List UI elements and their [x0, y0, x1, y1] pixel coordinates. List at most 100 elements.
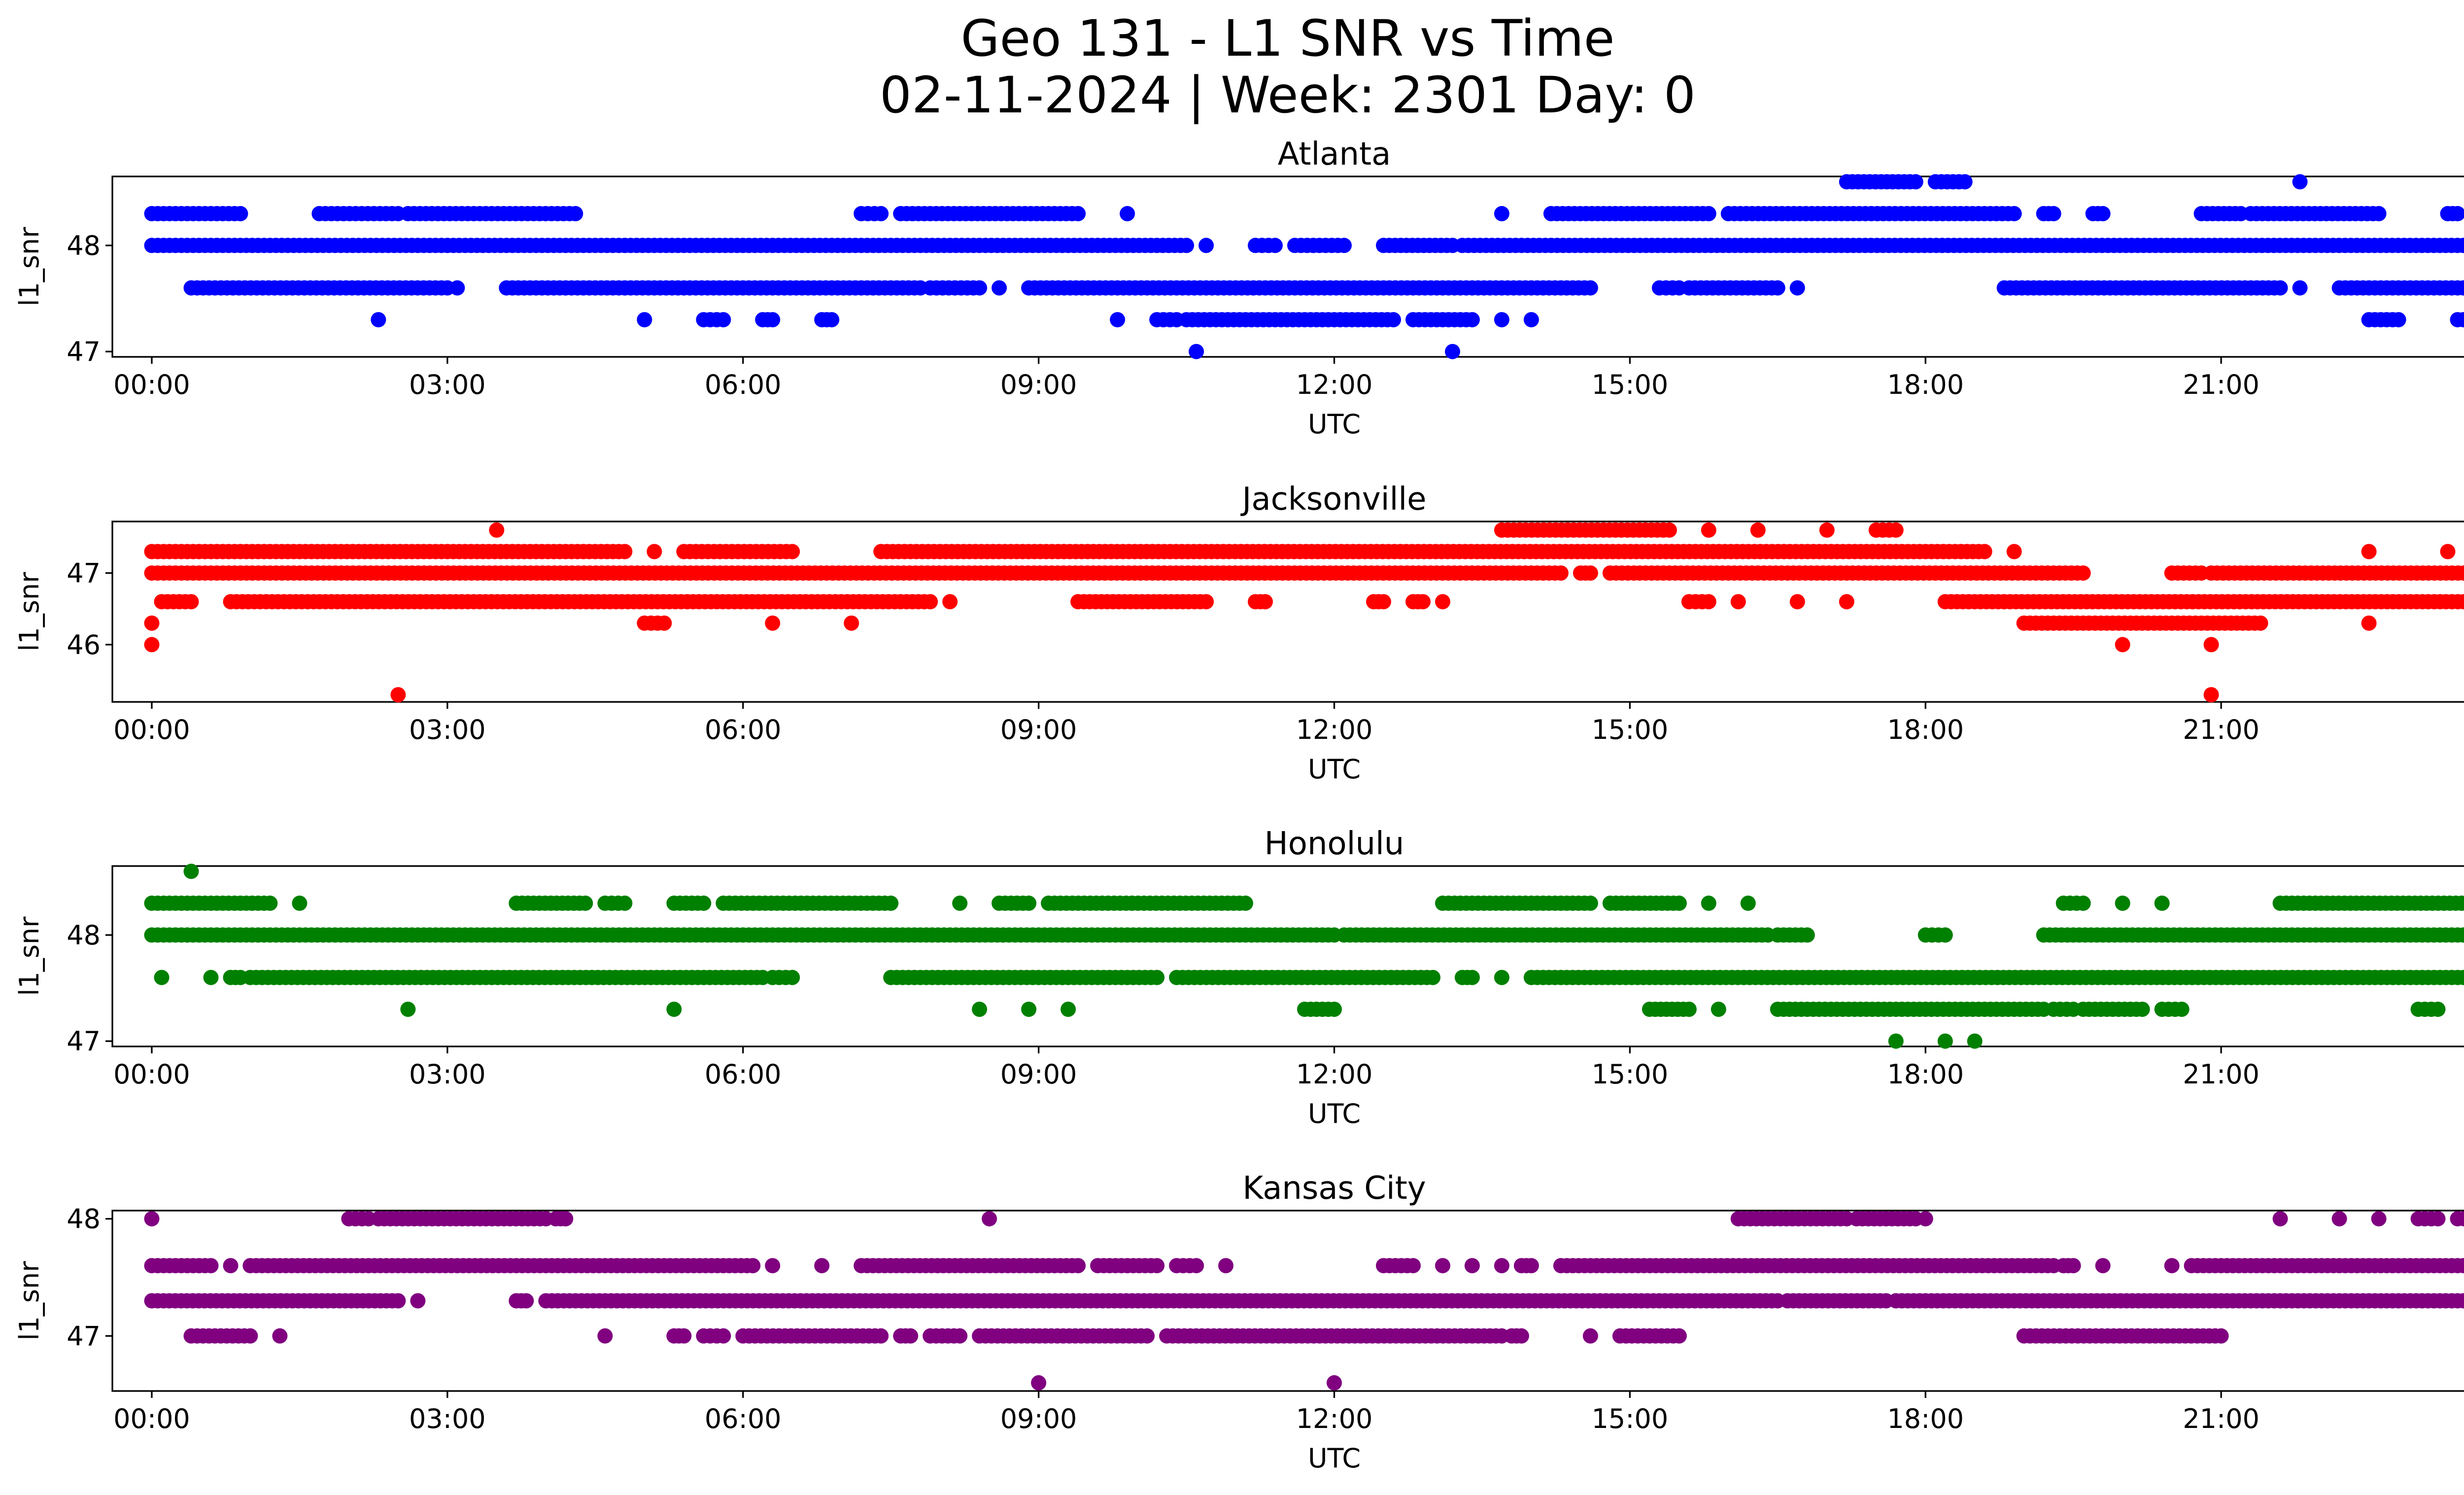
x-axis-label: UTC	[1308, 754, 1361, 785]
data-point	[1957, 174, 1973, 190]
y-tick-label: 47	[67, 1026, 101, 1057]
data-point	[410, 1293, 426, 1309]
data-point	[1977, 544, 1992, 559]
data-point	[2213, 1328, 2229, 1344]
data-point	[1179, 238, 1195, 253]
panel-title: Atlanta	[1278, 136, 1391, 173]
data-point	[745, 1258, 761, 1274]
data-point	[1513, 1328, 1529, 1344]
data-point	[2456, 280, 2464, 296]
data-point	[1021, 895, 1037, 911]
data-point	[449, 280, 465, 296]
y-axis-label: l1_snr	[14, 227, 45, 307]
data-point	[2462, 240, 2464, 251]
x-tick-label: 00:00	[113, 369, 190, 400]
data-point	[1740, 895, 1756, 911]
data-point	[1888, 1033, 1904, 1049]
x-tick-label: 18:00	[1887, 1059, 1964, 1090]
data-point	[1336, 238, 1352, 253]
x-tick-label: 03:00	[409, 714, 486, 745]
data-point	[1701, 522, 1716, 538]
data-point	[144, 1211, 160, 1227]
data-point	[952, 1328, 968, 1344]
data-point	[1327, 1375, 1342, 1391]
panel-title: Jacksonville	[1240, 481, 1427, 518]
data-point	[2462, 929, 2464, 940]
x-tick-label: 00:00	[113, 714, 190, 745]
x-tick-label: 03:00	[409, 369, 486, 400]
data-point	[2006, 206, 2022, 221]
x-tick-label: 15:00	[1592, 1403, 1669, 1434]
data-point	[2430, 1002, 2446, 1017]
x-tick-label: 21:00	[2183, 714, 2259, 745]
data-point	[2203, 637, 2219, 653]
data-point	[2292, 174, 2308, 190]
data-point	[844, 615, 859, 631]
data-point	[2006, 544, 2022, 559]
data-point	[1218, 1258, 1233, 1274]
data-point	[390, 687, 406, 702]
data-point	[1494, 206, 1509, 221]
x-tick-label: 18:00	[1887, 1403, 1964, 1434]
data-point	[1819, 522, 1835, 538]
y-axis-label: l1_snr	[14, 572, 45, 652]
data-point	[1267, 238, 1283, 253]
data-point	[1789, 280, 1805, 296]
data-point	[2456, 312, 2464, 328]
data-point	[716, 1328, 731, 1344]
data-point	[1839, 594, 1854, 610]
data-point	[1061, 1002, 1076, 1017]
data-point	[2154, 895, 2170, 911]
data-point	[992, 280, 1007, 296]
x-tick-label: 06:00	[705, 714, 782, 745]
scatter-points	[144, 1211, 2464, 1391]
data-point	[2203, 687, 2219, 702]
data-point	[292, 895, 308, 911]
data-point	[1021, 1002, 1037, 1017]
data-point	[873, 1328, 889, 1344]
data-point	[1435, 1258, 1450, 1274]
data-point	[2371, 206, 2387, 221]
figure-title-line1: Geo 131 - L1 SNR vs Time	[960, 9, 1615, 68]
data-point	[1120, 206, 1135, 221]
data-point	[2075, 895, 2091, 911]
data-point	[2371, 1211, 2387, 1227]
data-point	[154, 970, 170, 985]
data-point	[518, 1293, 534, 1309]
scatter-points	[144, 864, 2464, 1049]
data-point	[2075, 565, 2091, 581]
data-point	[2331, 1211, 2347, 1227]
x-tick-label: 06:00	[705, 1059, 782, 1090]
panel-title: Honolulu	[1265, 826, 1404, 862]
data-point	[1464, 312, 1480, 328]
data-point	[696, 895, 712, 911]
data-point	[1967, 1033, 1983, 1049]
data-point	[1494, 312, 1509, 328]
data-point	[1681, 1002, 1697, 1017]
y-tick-label: 48	[67, 1204, 101, 1235]
axes-frame	[111, 175, 2464, 358]
data-point	[144, 615, 160, 631]
y-tick-label: 48	[67, 230, 101, 261]
data-point	[1070, 206, 1086, 221]
x-tick-label: 03:00	[409, 1403, 486, 1434]
data-point	[942, 594, 958, 610]
data-point	[647, 544, 662, 559]
data-point	[2462, 314, 2464, 325]
data-point	[873, 206, 889, 221]
data-point	[656, 615, 672, 631]
data-point	[1425, 970, 1440, 985]
data-point	[1405, 1258, 1421, 1274]
data-point	[1750, 522, 1766, 538]
data-point	[952, 895, 968, 911]
data-point	[1189, 1258, 1204, 1274]
data-point	[2456, 927, 2464, 943]
y-axis-label: l1_snr	[14, 1261, 45, 1341]
data-point	[1770, 280, 1785, 296]
data-point	[2361, 544, 2377, 559]
data-point	[1523, 312, 1539, 328]
x-tick-label: 21:00	[2183, 1403, 2259, 1434]
y-tick-label: 47	[67, 1321, 101, 1352]
data-point	[1937, 927, 1953, 943]
